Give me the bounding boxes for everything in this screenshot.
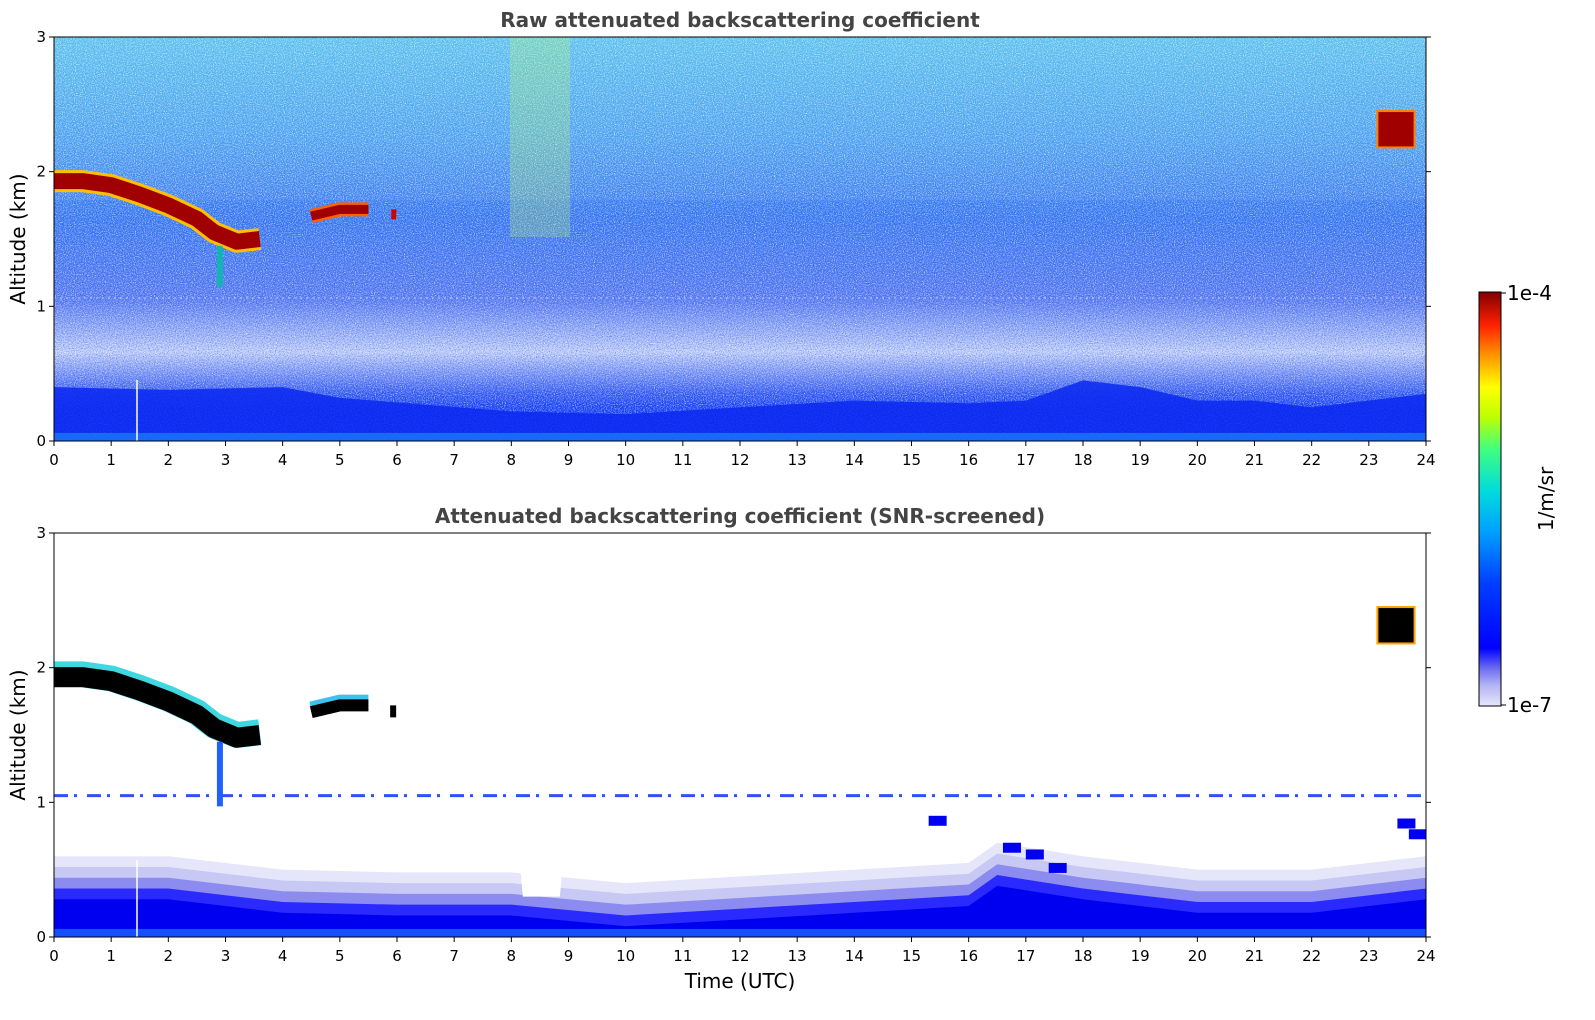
raw-x-tick-label: 19 <box>1131 451 1150 469</box>
screened-clump <box>1002 842 1021 853</box>
screened-gap <box>519 862 563 897</box>
screened-clump <box>1408 829 1426 840</box>
screened-x-tick-label: 0 <box>49 947 59 965</box>
raw-x-tick-label: 14 <box>845 451 864 469</box>
screened-cloud-layer <box>54 667 261 748</box>
raw-x-tick-label: 11 <box>673 451 692 469</box>
raw-x-tick-label: 5 <box>335 451 345 469</box>
raw-y-tick-label: 3 <box>36 28 46 46</box>
screened-x-tick-label: 24 <box>1416 947 1435 965</box>
screened-y-tick-label: 2 <box>36 659 46 677</box>
screened-panel-title: Attenuated backscattering coefficient (S… <box>435 504 1045 528</box>
screened-cloud-patch-2 <box>1376 606 1416 645</box>
screened-x-tick-label: 16 <box>959 947 978 965</box>
screened-x-tick-label: 3 <box>221 947 231 965</box>
raw-x-tick-label: 12 <box>730 451 749 469</box>
colorbar-gradient <box>1478 291 1502 707</box>
screened-y-tick-label: 1 <box>36 793 46 811</box>
raw-x-tick-label: 22 <box>1302 451 1321 469</box>
screened-heatmap <box>54 533 1426 937</box>
raw-x-tick-label: 8 <box>507 451 517 469</box>
raw-y-label: Altitude (km) <box>6 173 30 304</box>
screened-x-tick-label: 22 <box>1302 947 1321 965</box>
screened-x-tick-label: 5 <box>335 947 345 965</box>
raw-virga <box>216 245 223 287</box>
screened-x-tick-label: 9 <box>564 947 574 965</box>
raw-x-tick-label: 15 <box>902 451 921 469</box>
screened-cloud-patch <box>390 705 397 718</box>
raw-x-tick-label: 2 <box>164 451 174 469</box>
screened-x-tick-label: 18 <box>1073 947 1092 965</box>
screened-x-tick-label: 13 <box>788 947 807 965</box>
screened-cloud-layer-2 <box>309 699 369 718</box>
raw-x-tick-label: 13 <box>788 451 807 469</box>
screened-surface-layer <box>54 928 1426 937</box>
raw-x-tick-label: 20 <box>1188 451 1207 469</box>
raw-backscatter-panel: Raw attenuated backscattering coefficien… <box>6 8 1436 469</box>
screened-x-tick-label: 2 <box>164 947 174 965</box>
raw-boundary-layer <box>54 380 1426 441</box>
screened-x-tick-label: 1 <box>106 947 116 965</box>
raw-axes: 0 1 2 3 4 5 6 7 8 9 10 11 12 13 14 15 16 17 18 19 20 21 22 23 24… <box>36 28 1435 469</box>
screened-x-tick-label: 6 <box>392 947 402 965</box>
colorbar-unit-label: 1/m/sr <box>1534 466 1558 531</box>
screened-x-tick-label: 17 <box>1016 947 1035 965</box>
raw-x-tick-label: 23 <box>1359 451 1378 469</box>
raw-features <box>54 110 1426 441</box>
screened-clump <box>1025 849 1044 860</box>
screened-x-tick-label: 7 <box>449 947 459 965</box>
screened-clump <box>1397 818 1416 829</box>
raw-heatmap <box>54 37 1426 441</box>
raw-cloud-layer-2 <box>310 204 369 221</box>
screened-x-tick-label: 11 <box>673 947 692 965</box>
screened-clump <box>928 815 947 826</box>
screened-bl-band-5 <box>54 885 1426 937</box>
raw-cloud-layer <box>54 173 261 250</box>
raw-x-tick-label: 0 <box>49 451 59 469</box>
screened-x-tick-label: 20 <box>1188 947 1207 965</box>
raw-panel-title: Raw attenuated backscattering coefficien… <box>500 8 980 32</box>
raw-x-tick-label: 9 <box>564 451 574 469</box>
raw-x-tick-label: 18 <box>1073 451 1092 469</box>
raw-x-tick-label: 21 <box>1245 451 1264 469</box>
raw-x-tick-label: 3 <box>221 451 231 469</box>
screened-x-tick-label: 15 <box>902 947 921 965</box>
screened-y-label: Altitude (km) <box>6 669 30 800</box>
screened-x-tick-label: 8 <box>507 947 517 965</box>
raw-x-tick-label: 17 <box>1016 451 1035 469</box>
raw-x-tick-label: 10 <box>616 451 635 469</box>
raw-x-tick-label: 4 <box>278 451 288 469</box>
raw-cloud-patch <box>391 209 397 220</box>
screened-clump <box>1048 862 1067 873</box>
colorbar: 1e-4 1e-7 1/m/sr <box>1478 281 1558 717</box>
raw-x-tick-label: 1 <box>106 451 116 469</box>
raw-y-tick-label: 0 <box>36 432 46 450</box>
screened-x-tick-label: 14 <box>845 947 864 965</box>
raw-x-tick-label: 16 <box>959 451 978 469</box>
screened-y-tick-label: 3 <box>36 524 46 542</box>
screened-y-tick-label: 0 <box>36 928 46 946</box>
raw-daylight-band <box>510 37 570 237</box>
screened-x-tick-label: 12 <box>730 947 749 965</box>
screened-x-tick-label: 10 <box>616 947 635 965</box>
raw-x-tick-label: 7 <box>449 451 459 469</box>
raw-cloud-patch <box>1376 110 1416 149</box>
screened-axes: 0 1 2 3 4 5 6 7 8 9 10 11 12 13 14 15 16 17 18 19 20 21 22 23 24… <box>36 524 1435 965</box>
x-axis-label: Time (UTC) <box>684 969 796 993</box>
screened-features <box>54 606 1426 937</box>
screened-x-tick-label: 4 <box>278 947 288 965</box>
raw-x-tick-label: 24 <box>1416 451 1435 469</box>
raw-y-tick-label: 2 <box>36 163 46 181</box>
screened-backscatter-panel: Attenuated backscattering coefficient (S… <box>6 504 1436 993</box>
raw-surface-layer <box>54 432 1426 441</box>
raw-y-tick-label: 1 <box>36 297 46 315</box>
raw-x-tick-label: 6 <box>392 451 402 469</box>
colorbar-max-label: 1e-4 <box>1507 281 1552 305</box>
screened-x-tick-label: 19 <box>1131 947 1150 965</box>
screened-x-tick-label: 23 <box>1359 947 1378 965</box>
screened-virga <box>216 741 223 807</box>
colorbar-min-label: 1e-7 <box>1507 693 1552 717</box>
screened-x-tick-label: 21 <box>1245 947 1264 965</box>
